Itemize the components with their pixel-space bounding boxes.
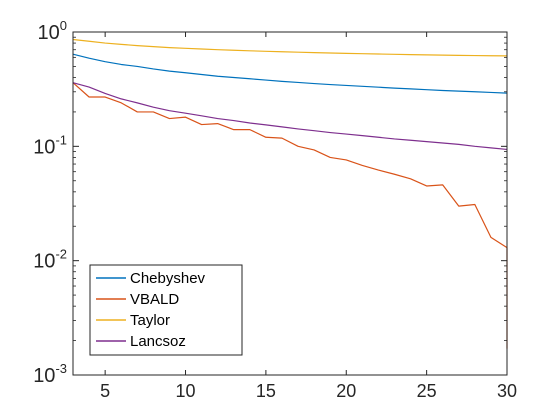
- x-tick-label: 15: [256, 381, 276, 401]
- series-layer: [72, 38, 508, 349]
- legend-label-vbald: VBALD: [130, 291, 179, 308]
- series-line-chebyshev: [72, 53, 508, 94]
- legend: Chebyshev VBALD Taylor Lancsoz: [89, 264, 243, 356]
- axes-box: [72, 31, 508, 376]
- x-tick-label: 10: [176, 381, 196, 401]
- x-tick-label: 5: [100, 381, 110, 401]
- series-line-taylor: [72, 38, 508, 57]
- x-tick-label: 25: [417, 381, 437, 401]
- y-tick-label: 10-1: [33, 132, 67, 158]
- series-line-vbald: [72, 82, 508, 349]
- legend-label-chebyshev: Chebyshev: [130, 270, 206, 287]
- x-tick-label: 30: [497, 381, 517, 401]
- legend-label-taylor: Taylor: [130, 312, 170, 329]
- y-tick-label: 10-2: [33, 247, 67, 273]
- series-line-lancsoz: [72, 82, 508, 151]
- y-tick-label: 100: [38, 18, 67, 44]
- legend-box: [89, 264, 243, 356]
- legend-label-lancsoz: Lancsoz: [130, 333, 186, 350]
- x-tick-label: 20: [336, 381, 356, 401]
- axes-layer: 5 10 15 20 25 30 10-3 10-2 10-1 100: [33, 18, 517, 401]
- y-tick-label: 10-3: [33, 361, 67, 387]
